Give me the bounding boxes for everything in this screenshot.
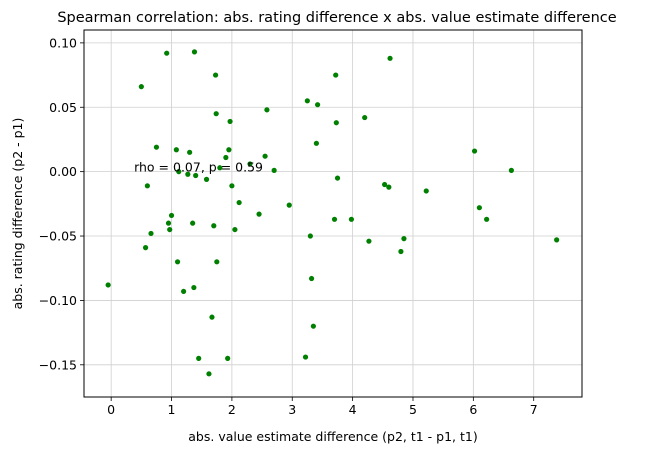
data-point bbox=[401, 236, 407, 242]
data-point bbox=[304, 98, 310, 104]
data-point bbox=[191, 284, 197, 291]
data-point bbox=[167, 226, 173, 233]
data-point bbox=[229, 183, 235, 189]
data-point bbox=[308, 275, 315, 282]
data-point bbox=[310, 323, 316, 329]
data-point bbox=[286, 202, 292, 208]
data-point bbox=[142, 245, 149, 251]
data-point bbox=[387, 55, 393, 61]
data-points bbox=[105, 49, 560, 377]
x-tick-label: 7 bbox=[530, 402, 538, 417]
data-point bbox=[331, 216, 338, 222]
data-point bbox=[386, 184, 392, 190]
data-point bbox=[315, 102, 321, 108]
data-point bbox=[181, 288, 187, 295]
data-point bbox=[206, 371, 212, 377]
data-point bbox=[302, 354, 309, 360]
x-tick-label: 5 bbox=[409, 402, 417, 417]
data-point bbox=[362, 114, 368, 121]
data-point bbox=[262, 153, 268, 159]
data-point bbox=[227, 118, 233, 125]
data-point bbox=[164, 50, 170, 56]
data-point bbox=[264, 107, 270, 113]
y-tick-label: −0.10 bbox=[39, 293, 77, 308]
y-tick-label: 0.00 bbox=[49, 164, 77, 179]
data-point bbox=[185, 171, 191, 177]
data-point bbox=[313, 140, 319, 146]
data-point bbox=[348, 216, 355, 222]
x-tick-label: 3 bbox=[288, 402, 296, 417]
data-point bbox=[236, 199, 242, 206]
data-point bbox=[165, 220, 172, 226]
x-tick-label: 0 bbox=[107, 402, 115, 417]
x-tick-label: 6 bbox=[469, 402, 477, 417]
data-point bbox=[232, 226, 238, 233]
chart-title: Spearman correlation: abs. rating differ… bbox=[57, 10, 616, 26]
data-point bbox=[307, 233, 313, 239]
data-point bbox=[193, 172, 199, 179]
data-point bbox=[173, 147, 179, 153]
x-tick-label: 4 bbox=[349, 402, 357, 417]
data-point bbox=[213, 111, 219, 117]
data-point bbox=[476, 205, 482, 211]
data-point bbox=[398, 248, 404, 255]
data-point bbox=[168, 212, 175, 219]
grid-lines bbox=[84, 30, 582, 397]
x-tick-label: 1 bbox=[168, 402, 176, 417]
data-point bbox=[423, 188, 429, 194]
x-axis-ticks: 0 1 2 3 4 5 6 7 bbox=[107, 397, 538, 417]
data-point bbox=[333, 120, 339, 126]
data-point bbox=[508, 167, 514, 173]
data-point bbox=[333, 72, 339, 78]
data-point bbox=[554, 237, 560, 243]
data-point bbox=[211, 223, 217, 229]
data-point bbox=[138, 84, 144, 90]
data-point bbox=[271, 167, 277, 173]
x-tick-label: 2 bbox=[228, 402, 236, 417]
data-point bbox=[209, 314, 215, 320]
data-point bbox=[225, 355, 231, 361]
data-point bbox=[144, 183, 150, 189]
data-point bbox=[366, 238, 372, 244]
y-tick-label: 0.05 bbox=[49, 100, 77, 115]
data-point bbox=[256, 211, 262, 217]
data-point bbox=[176, 169, 182, 175]
data-point bbox=[382, 181, 388, 188]
data-point bbox=[191, 49, 198, 55]
data-point bbox=[226, 147, 232, 153]
data-point bbox=[174, 259, 181, 265]
data-point bbox=[214, 259, 220, 265]
y-axis-label: abs. rating difference (p2 - p1) bbox=[10, 118, 25, 310]
data-point bbox=[190, 220, 196, 226]
plot-frame bbox=[83, 29, 583, 398]
y-tick-label: 0.10 bbox=[49, 35, 77, 50]
y-tick-label: −0.05 bbox=[39, 229, 77, 244]
data-point bbox=[334, 175, 341, 181]
data-point bbox=[203, 176, 210, 182]
y-axis-ticks: 0.10 0.05 0.00 −0.05 −0.10 −0.15 bbox=[39, 35, 84, 372]
y-tick-label: −0.15 bbox=[39, 357, 77, 372]
data-point bbox=[105, 282, 111, 288]
data-point bbox=[223, 154, 229, 161]
data-point bbox=[212, 72, 219, 78]
data-point bbox=[484, 216, 490, 222]
data-point bbox=[153, 144, 160, 150]
x-axis-label: abs. value estimate difference (p2, t1 -… bbox=[188, 429, 477, 444]
data-point bbox=[187, 149, 193, 155]
data-point bbox=[471, 148, 478, 154]
data-point bbox=[148, 230, 154, 237]
data-point bbox=[217, 165, 223, 171]
correlation-annotation: rho = 0.07, p = 0.59 bbox=[134, 160, 263, 175]
data-point bbox=[196, 355, 202, 361]
data-point bbox=[247, 161, 253, 167]
